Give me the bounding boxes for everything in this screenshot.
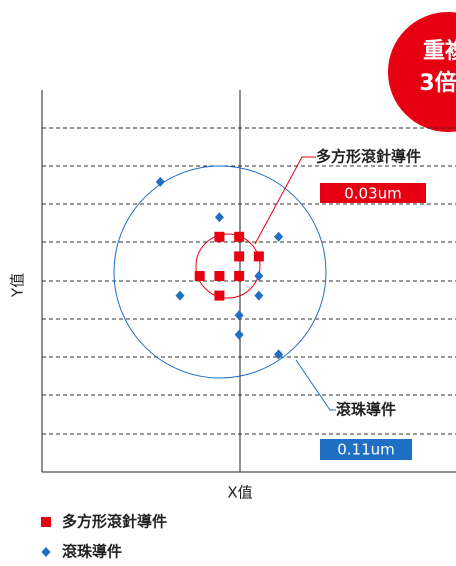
annotation: 滾珠導件 bbox=[336, 401, 396, 419]
leader-line bbox=[254, 156, 316, 245]
point bbox=[274, 349, 284, 360]
point bbox=[214, 231, 225, 242]
point bbox=[254, 290, 264, 301]
point bbox=[274, 231, 284, 242]
annotation: 0.11um bbox=[337, 441, 395, 459]
point bbox=[155, 176, 165, 187]
annotation: 0.03um bbox=[344, 185, 402, 203]
red-circle bbox=[195, 233, 261, 299]
annotation: 多方形滾針導件 bbox=[316, 148, 421, 166]
badge bbox=[388, 12, 456, 132]
point bbox=[194, 271, 205, 281]
value-box bbox=[320, 183, 426, 203]
point bbox=[234, 329, 244, 340]
badge-text: 重複 bbox=[423, 38, 456, 64]
legend-label: 多方形滾針導件 bbox=[62, 513, 167, 531]
x-axis-label: X值 bbox=[227, 484, 252, 502]
point bbox=[234, 271, 245, 281]
blue-circle bbox=[113, 165, 327, 379]
point bbox=[253, 251, 264, 262]
point bbox=[175, 290, 185, 301]
leader-line bbox=[295, 359, 336, 411]
point bbox=[214, 271, 225, 281]
point bbox=[214, 290, 225, 301]
point bbox=[254, 271, 264, 281]
legend-marker bbox=[41, 517, 51, 527]
legend-label: 滾珠導件 bbox=[62, 543, 122, 561]
point bbox=[234, 231, 245, 242]
point bbox=[214, 212, 224, 223]
point bbox=[234, 251, 245, 262]
value-box bbox=[320, 439, 412, 460]
grid bbox=[42, 127, 456, 435]
legend-marker bbox=[41, 547, 51, 557]
y-axis-label: Y值 bbox=[9, 273, 27, 298]
badge-text: 3倍 bbox=[419, 70, 456, 96]
point bbox=[234, 310, 244, 321]
